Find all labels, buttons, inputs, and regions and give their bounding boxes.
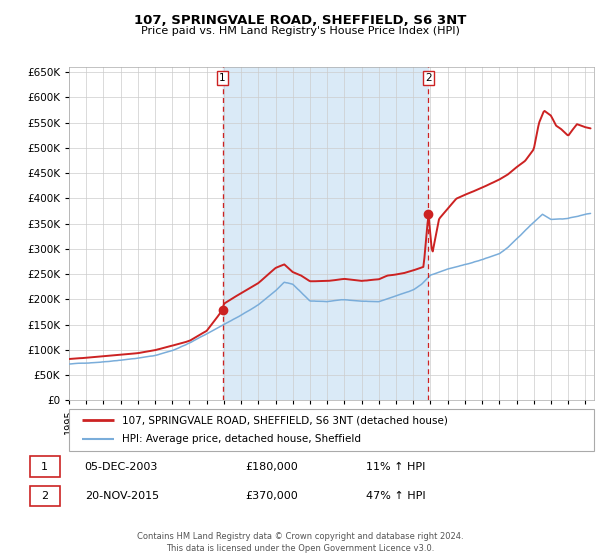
Text: 47% ↑ HPI: 47% ↑ HPI <box>366 491 426 501</box>
Text: 107, SPRINGVALE ROAD, SHEFFIELD, S6 3NT (detached house): 107, SPRINGVALE ROAD, SHEFFIELD, S6 3NT … <box>121 415 448 425</box>
Text: 1: 1 <box>41 461 48 472</box>
Text: This data is licensed under the Open Government Licence v3.0.: This data is licensed under the Open Gov… <box>166 544 434 553</box>
Text: 1: 1 <box>219 73 226 83</box>
Text: 05-DEC-2003: 05-DEC-2003 <box>85 461 158 472</box>
Text: 11% ↑ HPI: 11% ↑ HPI <box>366 461 425 472</box>
Text: 2: 2 <box>41 491 48 501</box>
Text: 2: 2 <box>425 73 432 83</box>
Bar <box>223 67 428 400</box>
Text: £370,000: £370,000 <box>245 491 298 501</box>
Text: HPI: Average price, detached house, Sheffield: HPI: Average price, detached house, Shef… <box>121 435 361 445</box>
Bar <box>29 486 60 506</box>
Text: £180,000: £180,000 <box>245 461 298 472</box>
Text: Contains HM Land Registry data © Crown copyright and database right 2024.: Contains HM Land Registry data © Crown c… <box>137 532 463 541</box>
Bar <box>29 456 60 477</box>
Text: Price paid vs. HM Land Registry's House Price Index (HPI): Price paid vs. HM Land Registry's House … <box>140 26 460 36</box>
Text: 20-NOV-2015: 20-NOV-2015 <box>85 491 159 501</box>
Text: 107, SPRINGVALE ROAD, SHEFFIELD, S6 3NT: 107, SPRINGVALE ROAD, SHEFFIELD, S6 3NT <box>134 14 466 27</box>
